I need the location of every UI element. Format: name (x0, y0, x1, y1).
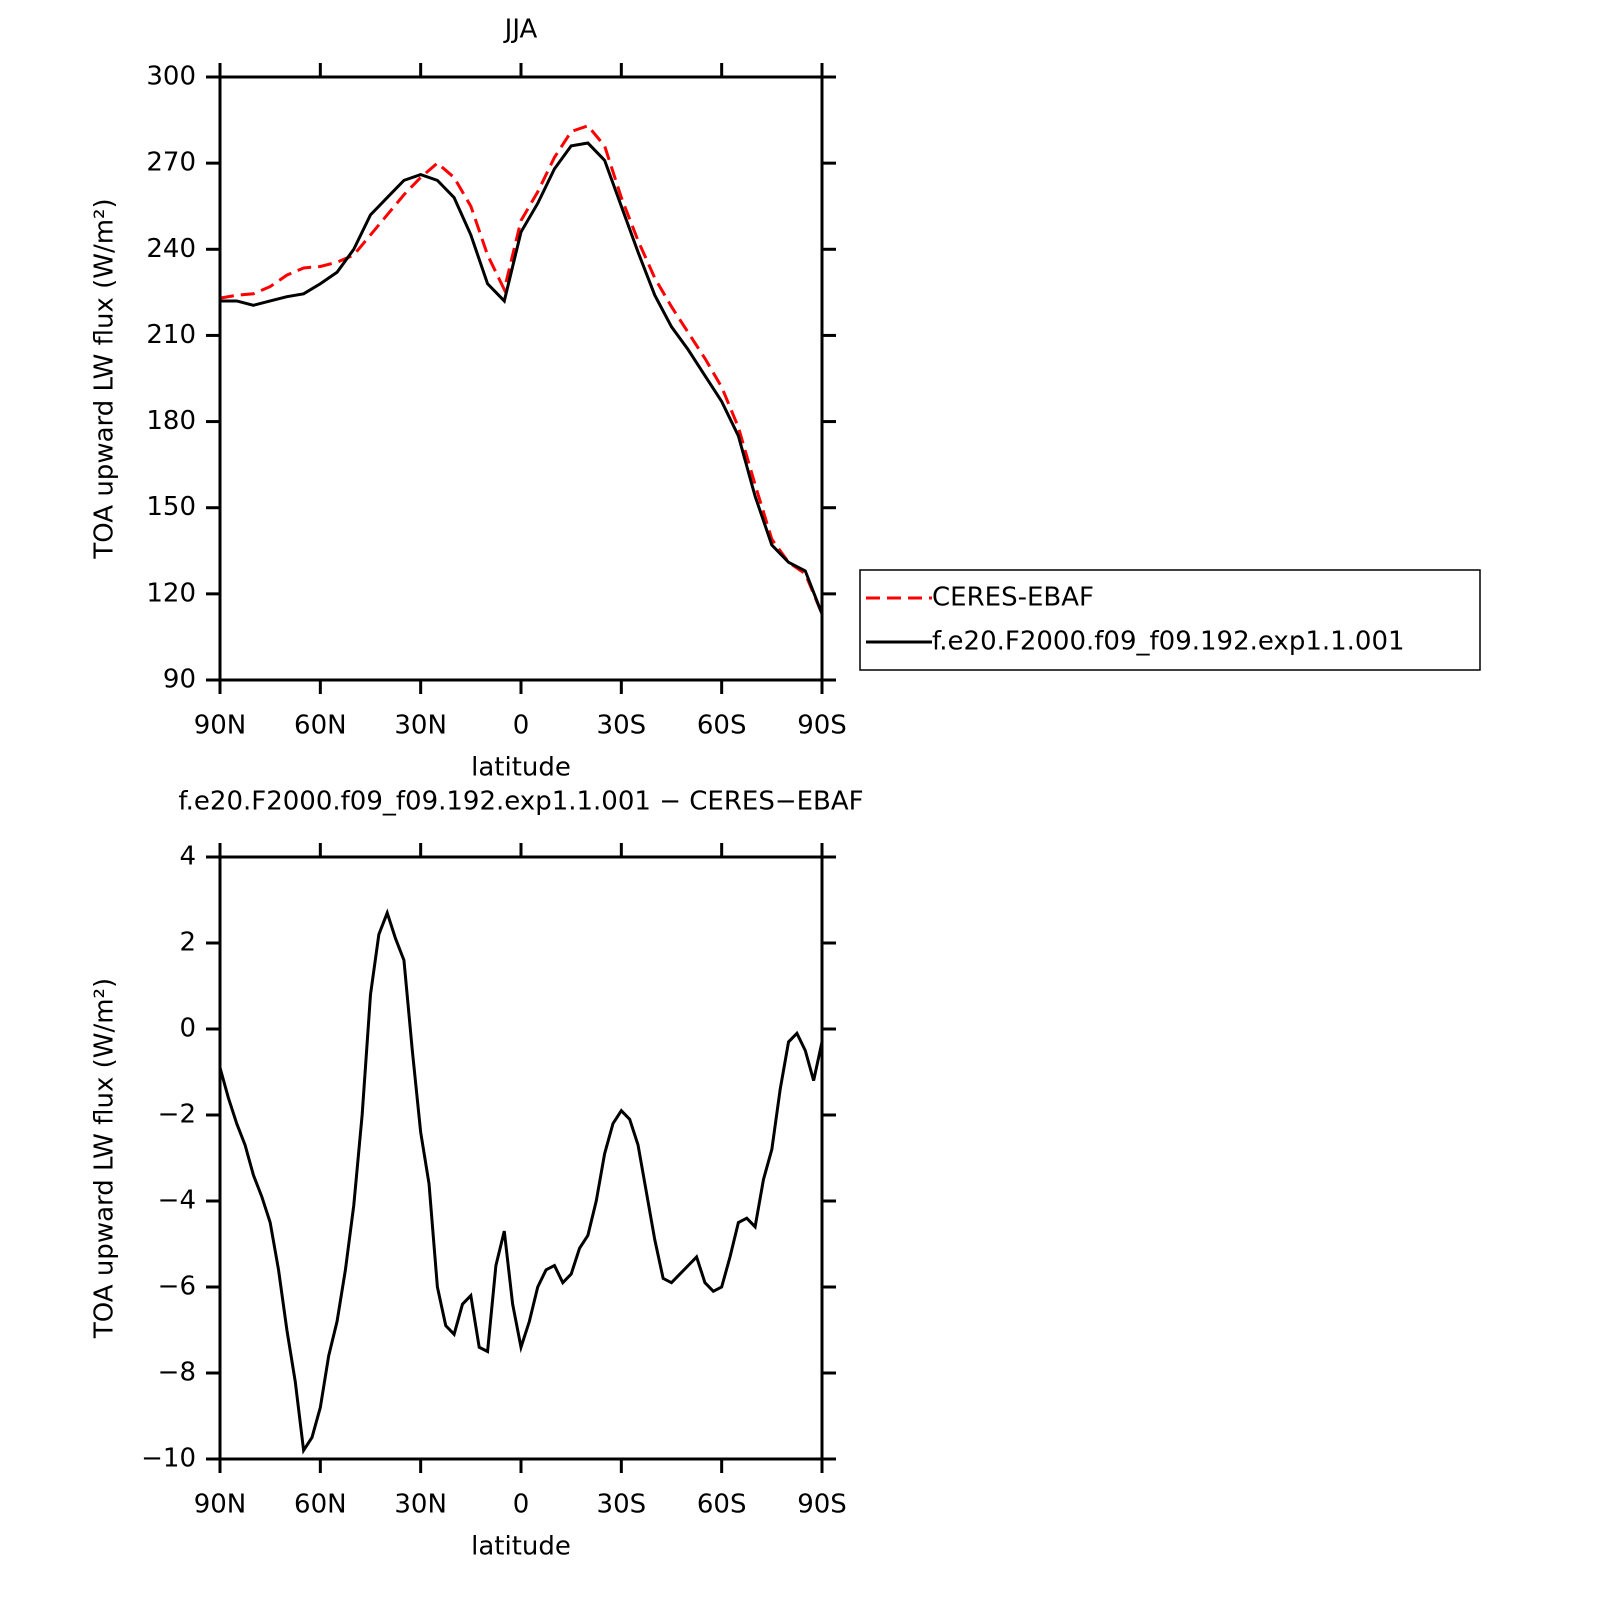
data-line (218, 908, 824, 1455)
y-tick-label: −6 (158, 1272, 196, 1302)
y-axis-label: TOA upward LW flux (W/m²) (90, 198, 120, 559)
y-tick-label: 2 (179, 928, 196, 958)
data-line (219, 124, 824, 615)
chart-title: JJA (503, 15, 538, 45)
x-tick-label: 90N (194, 1490, 247, 1520)
x-axis-label: latitude (471, 753, 571, 783)
x-tick-label: 30N (394, 1490, 447, 1520)
y-tick-label: 210 (146, 320, 196, 350)
x-tick-label: 60N (294, 1490, 347, 1520)
y-tick-label: 0 (179, 1014, 196, 1044)
y-tick-label: 270 (146, 148, 196, 178)
x-tick-label: 60S (697, 1490, 747, 1520)
y-tick-label: 120 (146, 578, 196, 608)
y-tick-label: 240 (146, 234, 196, 264)
y-tick-label: −4 (158, 1186, 196, 1216)
y-tick-label: −8 (158, 1358, 196, 1388)
legend-box (859, 569, 1481, 671)
data-line (220, 141, 824, 615)
legend-label: f.e20.F2000.f09_f09.192.exp1.1.001 (932, 627, 1405, 657)
x-tick-label: 60N (294, 711, 347, 741)
x-tick-label: 90N (194, 711, 247, 741)
x-tick-label: 30S (597, 711, 647, 741)
y-tick-label: 180 (146, 406, 196, 436)
x-tick-label: 0 (513, 711, 530, 741)
y-tick-label: −10 (141, 1444, 196, 1474)
plot-frame (218, 75, 824, 682)
y-axis-label: TOA upward LW flux (W/m²) (90, 978, 120, 1339)
y-tick-label: −2 (158, 1100, 196, 1130)
x-tick-label: 30N (394, 711, 447, 741)
y-tick-label: 90 (163, 665, 196, 695)
y-tick-label: 300 (146, 62, 196, 92)
x-tick-label: 90S (797, 711, 847, 741)
x-axis-label: latitude (471, 1532, 571, 1562)
x-tick-label: 30S (597, 1490, 647, 1520)
legend-label: CERES-EBAF (932, 583, 1094, 613)
chart-title: f.e20.F2000.f09_f09.192.exp1.1.001 − CER… (178, 787, 863, 817)
y-tick-label: 150 (146, 492, 196, 522)
plot-frame (218, 855, 824, 1461)
x-tick-label: 90S (797, 1490, 847, 1520)
y-tick-label: 4 (179, 842, 196, 872)
x-tick-label: 60S (697, 711, 747, 741)
x-tick-label: 0 (513, 1490, 530, 1520)
